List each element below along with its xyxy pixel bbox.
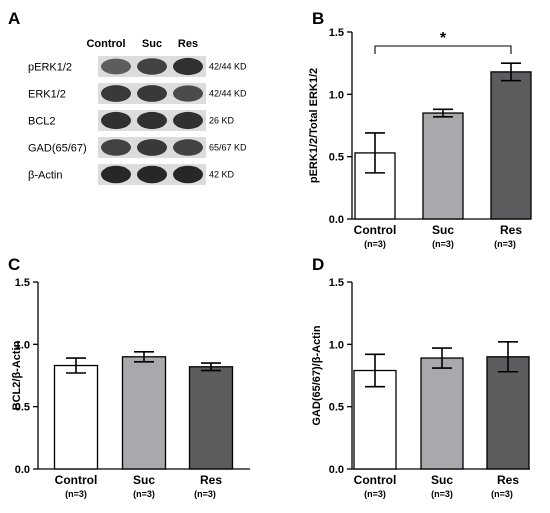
y-tick-label: 1.5 bbox=[329, 277, 344, 289]
blot-row: GAD(65/67) 65/67 KD bbox=[28, 137, 247, 158]
y-tick-label: 0.5 bbox=[15, 402, 30, 414]
bar-chart-b: B 0.0 0.5 1.0 1.5 pERK1/2/Total ERK1/2 Control… bbox=[308, 9, 532, 249]
y-tick-label: 0.0 bbox=[15, 464, 30, 476]
blot-row-kd: 42/44 KD bbox=[209, 89, 247, 99]
blot-row: ERK1/2 42/44 KD bbox=[28, 83, 247, 104]
blot-band bbox=[137, 85, 167, 102]
blot-band bbox=[137, 165, 167, 184]
x-category-label: Control bbox=[354, 223, 397, 237]
blot-band bbox=[101, 85, 131, 102]
y-tick-label: 1.5 bbox=[15, 277, 30, 289]
blot-rows: pERK1/2 42/44 KD ERK1/2 42/44 KD BCL2 26 KD GA… bbox=[28, 56, 247, 185]
blot-band bbox=[173, 85, 203, 102]
y-tick-label: 1.0 bbox=[329, 339, 344, 351]
bar bbox=[420, 357, 464, 470]
y-axis-label: pERK1/2/Total ERK1/2 bbox=[308, 68, 320, 183]
y-tick-label: 0.5 bbox=[329, 402, 344, 414]
x-category-label: Res bbox=[200, 473, 222, 487]
panel-letter-c: C bbox=[8, 255, 20, 274]
y-tick-label: 1.5 bbox=[329, 27, 344, 39]
bar bbox=[490, 71, 532, 220]
blot-band bbox=[137, 111, 167, 130]
blot-band bbox=[173, 57, 203, 76]
y-tick-label: 1.0 bbox=[15, 339, 30, 351]
blot-row-label: β-Actin bbox=[28, 170, 62, 182]
bar bbox=[188, 366, 234, 470]
n-label: (n=3) bbox=[491, 489, 513, 499]
blot-band bbox=[137, 139, 167, 156]
blot-row: pERK1/2 42/44 KD bbox=[28, 56, 247, 77]
panel-letter-b: B bbox=[312, 9, 324, 28]
bar bbox=[121, 356, 167, 470]
bar bbox=[353, 369, 397, 470]
y-tick-label: 0.0 bbox=[329, 464, 344, 476]
blot-band bbox=[173, 165, 203, 184]
y-tick-label: 0.5 bbox=[329, 152, 344, 164]
blot-row-kd: 42 KD bbox=[209, 170, 235, 180]
significance-bracket bbox=[374, 45, 512, 54]
panel-letter-d: D bbox=[312, 255, 324, 274]
blot-row: β-Actin 42 KD bbox=[28, 164, 235, 185]
panel-letter-a: A bbox=[8, 9, 20, 28]
x-category-label: Suc bbox=[432, 223, 454, 237]
n-label: (n=3) bbox=[431, 489, 453, 499]
x-category-label: Suc bbox=[431, 473, 453, 487]
blot-row-label: BCL2 bbox=[28, 116, 56, 128]
bar bbox=[486, 356, 530, 470]
significance-marker: * bbox=[440, 30, 447, 47]
blot-band bbox=[101, 111, 131, 130]
n-label: (n=3) bbox=[364, 239, 386, 249]
bar bbox=[422, 112, 464, 220]
blot-row-kd: 26 KD bbox=[209, 116, 235, 126]
n-label: (n=3) bbox=[133, 489, 155, 499]
n-label: (n=3) bbox=[494, 239, 516, 249]
blot-row: BCL2 26 KD bbox=[28, 110, 235, 131]
blot-row-label: ERK1/2 bbox=[28, 89, 66, 101]
blot-lane-headers: Control Suc Res bbox=[86, 38, 198, 50]
x-category-label: Control bbox=[354, 473, 397, 487]
x-category-label: Res bbox=[500, 223, 522, 237]
blot-row-kd: 42/44 KD bbox=[209, 62, 247, 72]
n-label: (n=3) bbox=[194, 489, 216, 499]
bar-chart-c: C 0.0 0.5 1.0 1.5 BCL2/β-Actin Control (n=3) Suc… bbox=[8, 255, 250, 499]
bar-chart-d: D 0.0 0.5 1.0 1.5 GAD(65/67)/β-Actin Control (n… bbox=[311, 255, 530, 499]
blot-row-kd: 65/67 KD bbox=[209, 143, 247, 153]
western-blot-panel: A Control Suc Res pERK1/2 42/44 KD ERK1/2 42/… bbox=[8, 9, 247, 185]
blot-band bbox=[137, 58, 167, 75]
n-label: (n=3) bbox=[65, 489, 87, 499]
blot-row-label: GAD(65/67) bbox=[28, 143, 87, 155]
bar bbox=[53, 364, 99, 470]
blot-band bbox=[173, 139, 203, 156]
x-category-label: Control bbox=[55, 473, 98, 487]
x-category-label: Suc bbox=[133, 473, 155, 487]
blot-band bbox=[101, 139, 131, 156]
n-label: (n=3) bbox=[432, 239, 454, 249]
y-axis-label: BCL2/β-Actin bbox=[11, 340, 23, 410]
lane-header-1: Suc bbox=[142, 38, 162, 50]
blot-band bbox=[173, 111, 203, 130]
y-axis-label: GAD(65/67)/β-Actin bbox=[311, 325, 323, 426]
blot-band bbox=[101, 58, 131, 75]
lane-header-2: Res bbox=[178, 38, 198, 50]
x-category-label: Res bbox=[497, 473, 519, 487]
lane-header-0: Control bbox=[86, 38, 125, 50]
blot-band bbox=[101, 165, 131, 184]
y-tick-label: 0.0 bbox=[329, 214, 344, 226]
y-tick-label: 1.0 bbox=[329, 89, 344, 101]
n-label: (n=3) bbox=[364, 489, 386, 499]
blot-row-label: pERK1/2 bbox=[28, 62, 72, 74]
